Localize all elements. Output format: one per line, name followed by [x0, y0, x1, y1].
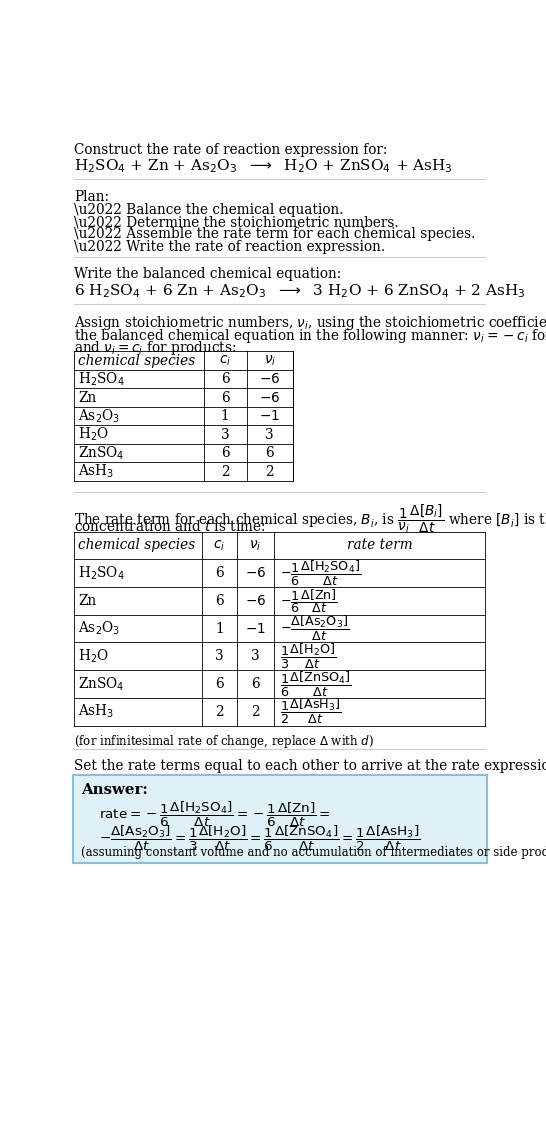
Text: Set the rate terms equal to each other to arrive at the rate expression:: Set the rate terms equal to each other t… [74, 759, 546, 774]
Text: \u2022 Balance the chemical equation.: \u2022 Balance the chemical equation. [74, 203, 344, 216]
Text: chemical species: chemical species [78, 354, 195, 368]
Text: ZnSO$_4$: ZnSO$_4$ [78, 444, 124, 462]
Text: H$_2$O: H$_2$O [78, 648, 109, 665]
Text: 6 H$_2$SO$_4$ + 6 Zn + As$_2$O$_3$  $\longrightarrow$  3 H$_2$O + 6 ZnSO$_4$ + 2: 6 H$_2$SO$_4$ + 6 Zn + As$_2$O$_3$ $\lon… [74, 282, 526, 299]
Text: $\nu_i$: $\nu_i$ [264, 354, 276, 368]
Text: $-6$: $-6$ [245, 594, 266, 608]
Text: $\nu_i$: $\nu_i$ [250, 538, 262, 553]
Text: H$_2$O: H$_2$O [78, 426, 109, 443]
Text: 6: 6 [215, 594, 224, 608]
Text: 6: 6 [221, 446, 229, 460]
Text: 2: 2 [251, 704, 260, 719]
Text: chemical species: chemical species [78, 538, 195, 552]
Text: $\dfrac{1}{3}\dfrac{\Delta[\mathrm{H_2O}]}{\Delta t}$: $\dfrac{1}{3}\dfrac{\Delta[\mathrm{H_2O}… [280, 642, 336, 671]
Text: $\dfrac{1}{6}\dfrac{\Delta[\mathrm{ZnSO_4}]}{\Delta t}$: $\dfrac{1}{6}\dfrac{\Delta[\mathrm{ZnSO_… [280, 669, 351, 699]
Text: 6: 6 [215, 677, 224, 691]
Text: 6: 6 [251, 677, 260, 691]
Text: $-6$: $-6$ [259, 372, 280, 386]
Text: Assign stoichiometric numbers, $\nu_i$, using the stoichiometric coefficients, $: Assign stoichiometric numbers, $\nu_i$, … [74, 314, 546, 332]
Text: \u2022 Assemble the rate term for each chemical species.: \u2022 Assemble the rate term for each c… [74, 228, 476, 241]
Text: H$_2$SO$_4$: H$_2$SO$_4$ [78, 370, 125, 388]
Text: $-1$: $-1$ [245, 621, 266, 636]
Text: Zn: Zn [78, 390, 97, 405]
Text: 3: 3 [251, 650, 260, 663]
Text: 1: 1 [215, 621, 224, 636]
Text: $\dfrac{1}{2}\dfrac{\Delta[\mathrm{AsH_3}]}{\Delta t}$: $\dfrac{1}{2}\dfrac{\Delta[\mathrm{AsH_3… [280, 698, 341, 726]
Text: the balanced chemical equation in the following manner: $\nu_i = -c_i$ for react: the balanced chemical equation in the fo… [74, 327, 546, 345]
Text: 6: 6 [215, 566, 224, 580]
Text: 3: 3 [265, 428, 274, 442]
Text: and $\nu_i = c_i$ for products:: and $\nu_i = c_i$ for products: [74, 339, 237, 357]
Text: 3: 3 [215, 650, 224, 663]
Text: concentration and $t$ is time:: concentration and $t$ is time: [74, 519, 266, 534]
Text: AsH$_3$: AsH$_3$ [78, 463, 115, 480]
Text: $-6$: $-6$ [259, 390, 280, 405]
Text: Answer:: Answer: [81, 783, 147, 797]
Text: $-\dfrac{1}{6}\dfrac{\Delta[\mathrm{H_2SO_4}]}{\Delta t}$: $-\dfrac{1}{6}\dfrac{\Delta[\mathrm{H_2S… [280, 559, 361, 587]
Text: ZnSO$_4$: ZnSO$_4$ [78, 675, 124, 693]
Text: Plan:: Plan: [74, 190, 109, 204]
Text: $c_i$: $c_i$ [213, 538, 225, 553]
Text: 6: 6 [221, 372, 229, 386]
Text: 3: 3 [221, 428, 229, 442]
Text: 6: 6 [265, 446, 274, 460]
Text: As$_2$O$_3$: As$_2$O$_3$ [78, 620, 121, 637]
Text: AsH$_3$: AsH$_3$ [78, 703, 115, 720]
Text: 2: 2 [221, 464, 229, 478]
Text: (for infinitesimal rate of change, replace $\Delta$ with $d$): (for infinitesimal rate of change, repla… [74, 733, 375, 750]
Text: $-\dfrac{1}{6}\dfrac{\Delta[\mathrm{Zn}]}{\Delta t}$: $-\dfrac{1}{6}\dfrac{\Delta[\mathrm{Zn}]… [280, 587, 338, 615]
Text: The rate term for each chemical species, $B_i$, is $\dfrac{1}{\nu_i}\dfrac{\Delt: The rate term for each chemical species,… [74, 502, 546, 535]
Text: As$_2$O$_3$: As$_2$O$_3$ [78, 407, 121, 424]
Text: $-1$: $-1$ [259, 409, 280, 423]
Text: 2: 2 [215, 704, 224, 719]
Text: rate term: rate term [347, 538, 412, 552]
Text: $\mathrm{rate} = -\dfrac{1}{6}\dfrac{\Delta[\mathrm{H_2SO_4}]}{\Delta t} = -\dfr: $\mathrm{rate} = -\dfrac{1}{6}\dfrac{\De… [99, 800, 331, 828]
Text: 1: 1 [221, 409, 229, 423]
Text: \u2022 Determine the stoichiometric numbers.: \u2022 Determine the stoichiometric numb… [74, 215, 399, 229]
Text: Construct the rate of reaction expression for:: Construct the rate of reaction expressio… [74, 142, 388, 157]
Text: 2: 2 [265, 464, 274, 478]
Text: 6: 6 [221, 390, 229, 405]
Text: H$_2$SO$_4$ + Zn + As$_2$O$_3$  $\longrightarrow$  H$_2$O + ZnSO$_4$ + AsH$_3$: H$_2$SO$_4$ + Zn + As$_2$O$_3$ $\longrig… [74, 157, 453, 175]
Text: (assuming constant volume and no accumulation of intermediates or side products): (assuming constant volume and no accumul… [81, 846, 546, 859]
Text: $-\dfrac{\Delta[\mathrm{As_2O_3}]}{\Delta t} = \dfrac{1}{3}\dfrac{\Delta[\mathrm: $-\dfrac{\Delta[\mathrm{As_2O_3}]}{\Delt… [99, 824, 421, 854]
Text: Zn: Zn [78, 594, 97, 608]
Text: $-\dfrac{\Delta[\mathrm{As_2O_3}]}{\Delta t}$: $-\dfrac{\Delta[\mathrm{As_2O_3}]}{\Delt… [280, 615, 349, 643]
Text: $-6$: $-6$ [245, 566, 266, 580]
Text: $c_i$: $c_i$ [219, 354, 231, 368]
Text: Write the balanced chemical equation:: Write the balanced chemical equation: [74, 267, 342, 281]
FancyBboxPatch shape [73, 775, 486, 864]
Text: H$_2$SO$_4$: H$_2$SO$_4$ [78, 564, 125, 582]
Text: \u2022 Write the rate of reaction expression.: \u2022 Write the rate of reaction expres… [74, 240, 385, 254]
